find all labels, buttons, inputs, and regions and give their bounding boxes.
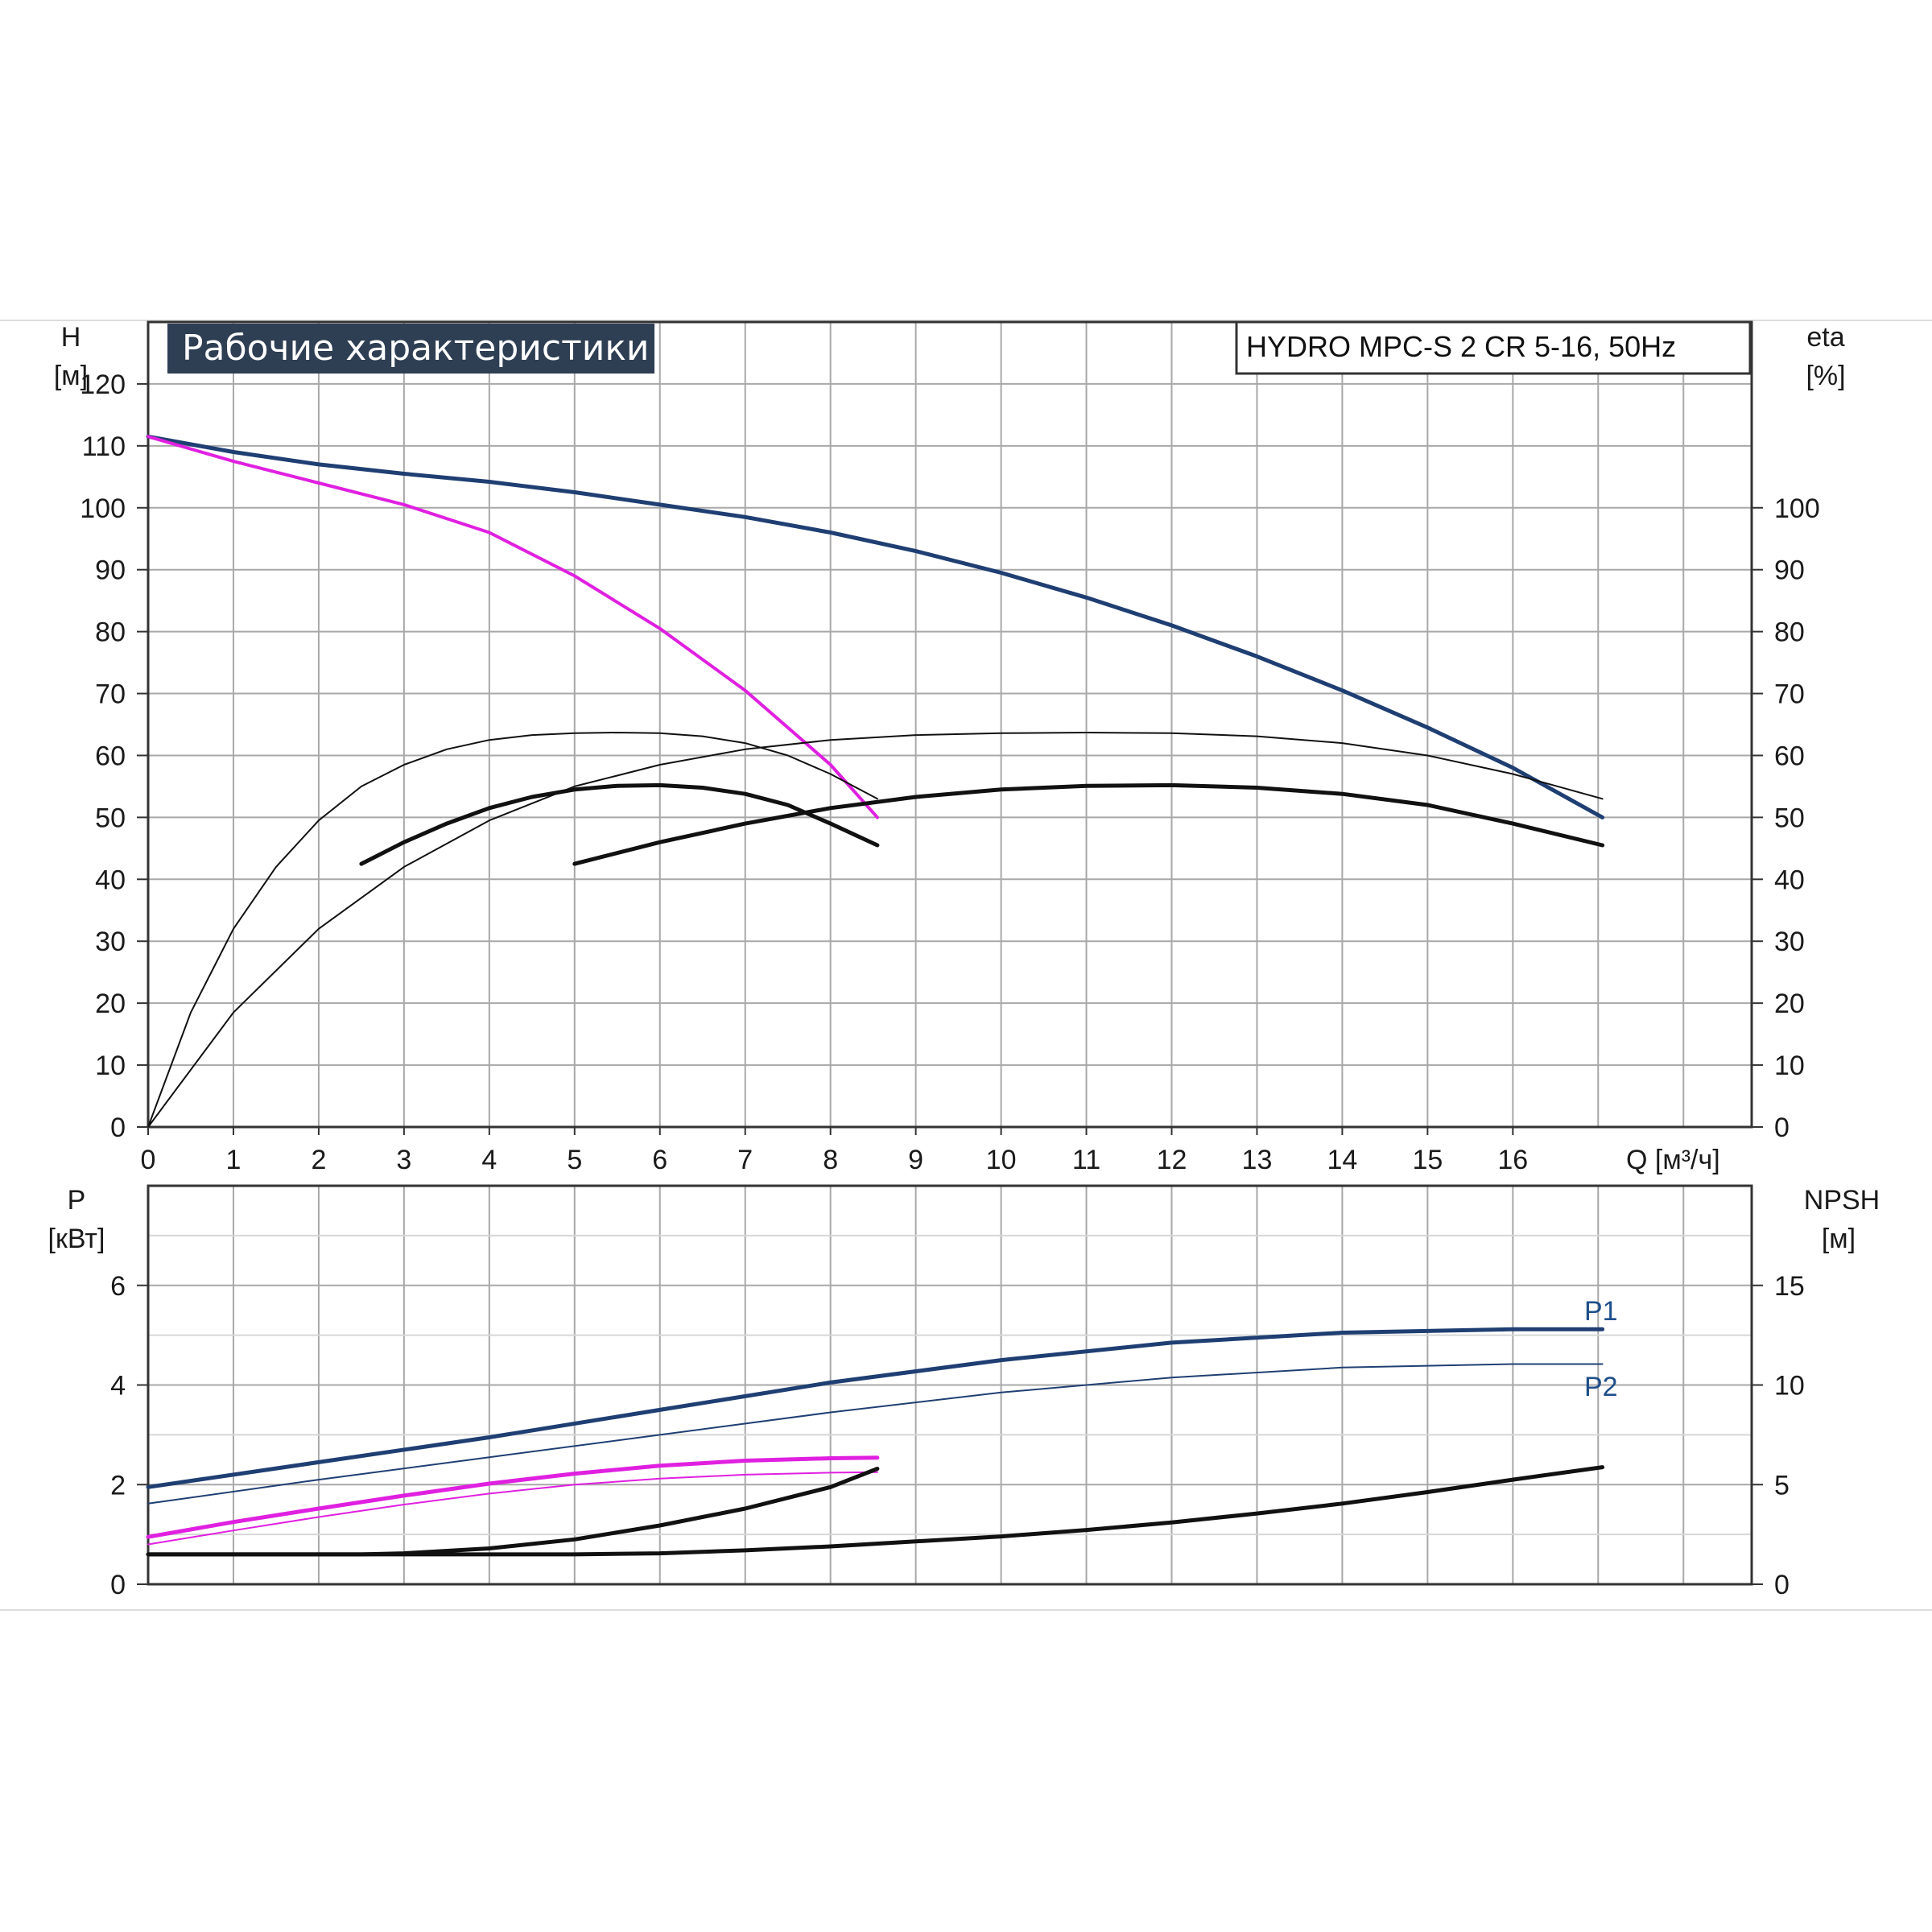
x-tick-label: 9 <box>908 1145 923 1175</box>
x-tick-label: 7 <box>737 1145 753 1175</box>
bottom-right-axis-unit: [м] <box>1822 1224 1856 1254</box>
top-series-line-1 <box>147 435 879 819</box>
top-right-tick-label: 90 <box>1774 555 1805 586</box>
bottom-left-axis-unit: [кВт] <box>48 1224 105 1254</box>
bottom-left-axis-symbol: P <box>68 1185 86 1216</box>
model-label: HYDRO MPC-S 2 CR 5-16, 50Hz <box>1246 330 1676 363</box>
x-tick-label: 12 <box>1157 1145 1187 1175</box>
bottom-right-tick-label: 15 <box>1774 1271 1805 1302</box>
x-tick-label: 5 <box>567 1145 582 1175</box>
x-tick-label: 2 <box>311 1145 326 1175</box>
top-right-tick-label: 70 <box>1774 679 1805 710</box>
x-tick-label: 16 <box>1497 1145 1528 1175</box>
x-tick-label: 15 <box>1412 1145 1443 1175</box>
top-left-tick-label: 70 <box>95 679 126 710</box>
series-label-p1: P1 <box>1584 1296 1618 1327</box>
top-right-tick-label: 60 <box>1774 741 1805 771</box>
bottom-plot-series <box>146 1327 1605 1557</box>
bottom-plot-grid <box>148 1186 1752 1584</box>
bottom-left-tick-label: 6 <box>110 1271 126 1302</box>
x-tick-label: 6 <box>652 1145 667 1175</box>
top-left-tick-label: 110 <box>82 431 126 462</box>
top-left-tick-label: 50 <box>95 803 126 833</box>
top-right-tick-label: 50 <box>1774 803 1805 833</box>
top-plot-grid <box>148 321 1752 1127</box>
bottom-right-tick-label: 5 <box>1774 1470 1790 1501</box>
top-left-tick-label: 40 <box>95 865 126 895</box>
x-tick-label: 8 <box>823 1145 838 1175</box>
model-label-box <box>1235 320 1752 375</box>
top-left-tick-label: 60 <box>95 741 126 771</box>
top-left-tick-label: 80 <box>95 617 126 648</box>
bottom-right-axis-symbol: NPSH <box>1804 1185 1880 1216</box>
chart-title-box <box>167 324 654 374</box>
bottom-left-tick-label: 0 <box>110 1570 126 1600</box>
top-series-line-0 <box>146 434 1605 819</box>
x-tick-label: 11 <box>1072 1145 1100 1175</box>
top-series-line-4 <box>147 732 1604 1128</box>
x-tick-label: 3 <box>396 1145 411 1175</box>
bottom-plot-ticks: 0 2 4 6 0 5 10 15 <box>110 1271 1805 1600</box>
top-left-tick-label: 30 <box>95 927 126 957</box>
bottom-left-tick-label: 2 <box>110 1470 126 1501</box>
top-series-line-5 <box>572 782 1605 866</box>
x-tick-label: 4 <box>481 1145 497 1175</box>
bottom-series-line-0 <box>146 1327 1605 1489</box>
top-right-tick-label: 30 <box>1774 927 1805 957</box>
x-tick-label: 10 <box>986 1145 1017 1175</box>
top-left-tick-label: 100 <box>80 493 126 524</box>
x-tick-label: 13 <box>1242 1145 1273 1175</box>
top-right-axis-symbol: eta <box>1806 322 1844 353</box>
top-right-tick-label: 100 <box>1774 493 1820 524</box>
top-left-tick-label: 90 <box>95 555 126 586</box>
top-left-tick-label: 20 <box>95 989 126 1019</box>
top-right-tick-label: 40 <box>1774 865 1805 895</box>
top-left-axis-symbol: H <box>61 322 81 353</box>
top-left-tick-label: 120 <box>80 369 126 400</box>
top-series-line-3 <box>359 782 880 866</box>
top-right-axis-unit: [%] <box>1806 361 1845 391</box>
bottom-right-tick-label: 10 <box>1774 1371 1805 1402</box>
series-label-p2: P2 <box>1584 1372 1618 1402</box>
x-tick-label: 14 <box>1327 1145 1357 1175</box>
bottom-right-tick-label: 0 <box>1774 1570 1790 1600</box>
top-right-tick-label: 80 <box>1774 617 1805 648</box>
top-right-tick-label: 20 <box>1774 989 1805 1019</box>
bottom-series-line-3 <box>147 1471 878 1546</box>
top-series-line-2 <box>147 732 878 1128</box>
top-left-axis-unit: [м] <box>54 361 88 391</box>
bottom-series-line-5 <box>146 1465 1605 1557</box>
top-plot-frame <box>147 320 1753 1129</box>
top-plot-ticks: 0 1 2 3 4 5 6 7 8 9 10 11 12 13 14 15 160102030405060708… <box>80 369 1819 1175</box>
top-left-tick-label: 10 <box>95 1051 126 1081</box>
x-tick-label: 0 <box>141 1145 156 1175</box>
x-tick-label: 1 <box>225 1145 241 1175</box>
x-axis-title: Q [м³/ч] <box>1626 1145 1720 1175</box>
top-left-tick-label: 0 <box>110 1113 126 1143</box>
bottom-series-line-1 <box>147 1363 1604 1505</box>
top-right-tick-label: 10 <box>1774 1051 1805 1081</box>
chart-title: Рабочие характеристики <box>182 328 650 369</box>
bottom-left-tick-label: 4 <box>110 1371 126 1402</box>
bottom-series-line-2 <box>146 1455 880 1539</box>
top-plot-series <box>146 434 1605 1128</box>
top-right-tick-label: 0 <box>1774 1113 1790 1143</box>
